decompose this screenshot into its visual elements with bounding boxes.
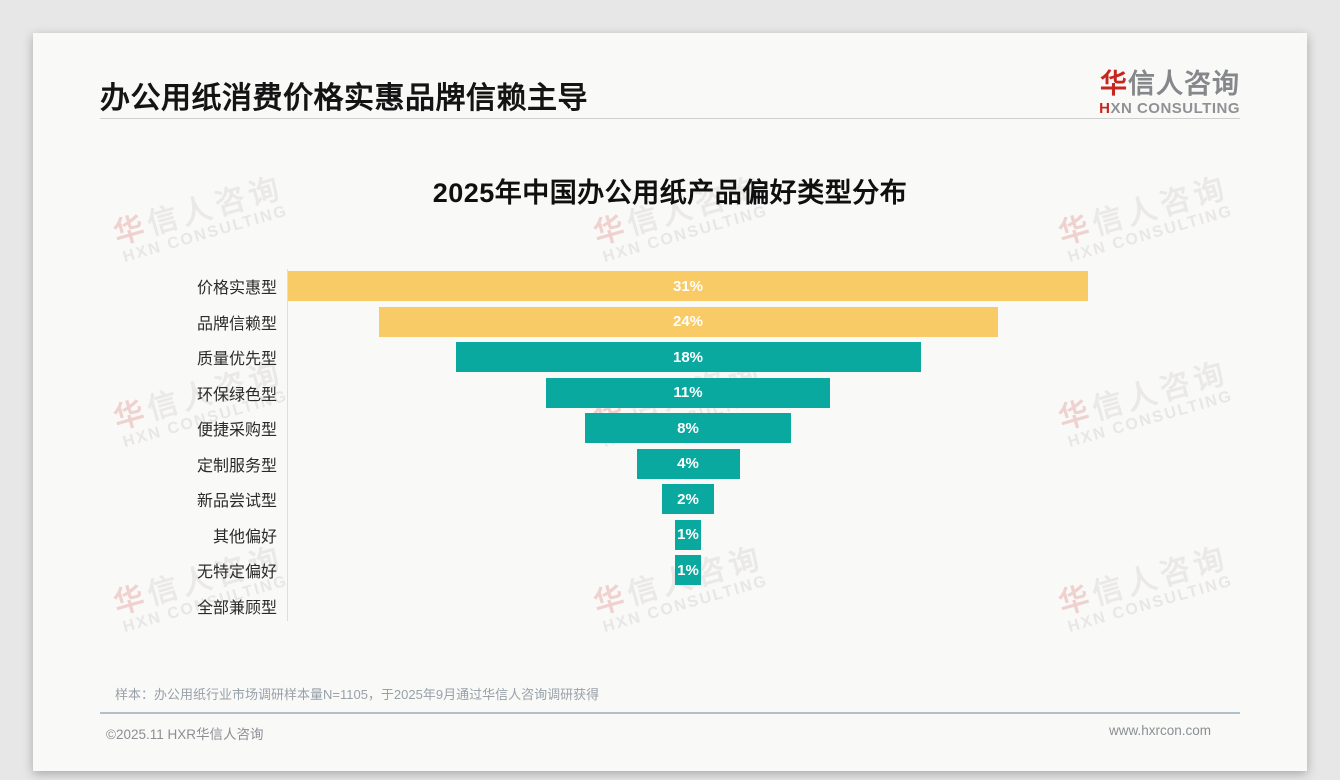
bar-zone: 1%: [288, 555, 1088, 585]
funnel-row: 全部兼顾型: [33, 591, 1088, 621]
category-label: 其他偏好: [212, 528, 277, 546]
funnel-row: 品牌信赖型 24%: [33, 306, 1088, 337]
category-label: 新品尝试型: [196, 493, 277, 510]
logo-cn-text: 信人咨询: [1128, 69, 1240, 99]
logo-en-accent: H: [1099, 100, 1111, 118]
bar-value-label: 4%: [677, 455, 699, 472]
bar-zone: 11%: [288, 377, 1088, 408]
funnel-row: 其他偏好 1%: [33, 519, 1088, 550]
category-label: 价格实惠型: [196, 280, 277, 297]
company-logo: 华信人咨询 HXN CONSULTING: [1099, 69, 1240, 117]
category-label: 便捷采购型: [196, 422, 277, 439]
website-text: www.hxrcon.com: [1108, 723, 1211, 738]
bar-zone: 4%: [288, 448, 1088, 479]
bar-zone: 24%: [288, 306, 1088, 337]
funnel-row: 价格实惠型 31%: [33, 271, 1088, 301]
category-label: 定制服务型: [196, 457, 277, 475]
chart-title: 2025年中国办公用纸产品偏好类型分布: [432, 178, 908, 208]
funnel-bar: 1%: [675, 519, 701, 550]
category-label: 全部兼顾型: [196, 599, 277, 617]
funnel-bar: 24%: [378, 306, 998, 337]
funnel-row: 新品尝试型 2%: [33, 484, 1088, 514]
category-label: 环保绿色型: [196, 386, 277, 404]
logo-cn-accent: 华: [1100, 69, 1128, 99]
footer-bar: ©2025.11 HXR华信人咨询 www.hxrcon.com: [106, 723, 1211, 743]
footer-divider: [100, 712, 1240, 714]
logo-chinese-name: 华信人咨询: [1099, 69, 1240, 100]
funnel-bar: 1%: [675, 555, 701, 585]
bar-value-label: 11%: [673, 384, 703, 401]
report-card: 华信人咨询 HXN CONSULTING 华信人咨询 HXN CONSULTING 华信…: [33, 33, 1307, 771]
bar-value-label: 18%: [672, 348, 704, 366]
funnel-row: 环保绿色型 11%: [33, 377, 1088, 408]
bar-zone: 18%: [288, 342, 1088, 372]
funnel-bar: 2%: [662, 484, 714, 514]
funnel-row: 质量优先型 18%: [33, 342, 1088, 372]
bar-zone: 2%: [288, 484, 1088, 514]
bar-value-label: 1%: [677, 526, 699, 543]
funnel-bar: 31%: [288, 271, 1088, 301]
copyright-text: ©2025.11 HXR华信人咨询: [106, 727, 264, 742]
bar-zone: 31%: [288, 271, 1088, 301]
category-label: 质量优先型: [196, 351, 277, 368]
funnel-bar: 18%: [455, 342, 921, 372]
bar-zone: [288, 591, 1088, 621]
bar-value-label: 1%: [677, 561, 699, 579]
category-label: 无特定偏好: [196, 564, 277, 581]
bar-zone: 8%: [288, 413, 1088, 443]
logo-english-name: HXN CONSULTING: [1099, 100, 1240, 117]
funnel-row: 无特定偏好 1%: [33, 555, 1088, 585]
header-divider: [100, 118, 1240, 119]
bar-value-label: 31%: [672, 277, 704, 295]
chart-axis-line: [287, 269, 288, 621]
funnel-row: 定制服务型 4%: [33, 448, 1088, 479]
funnel-bar: 4%: [636, 448, 740, 479]
funnel-chart: 价格实惠型 31% 品牌信赖型 24% 质量优先型 18% 环保绿色型 11% 便捷采购型 8% 定…: [33, 271, 1088, 626]
funnel-bar: 8%: [585, 413, 791, 443]
bar-value-label: 8%: [677, 419, 699, 437]
category-label: 品牌信赖型: [196, 315, 277, 333]
bar-zone: 1%: [288, 519, 1088, 550]
logo-en-text: XN CONSULTING: [1110, 100, 1240, 118]
sample-note: 样本：办公用纸行业市场调研样本量N=1105，于2025年9月通过华信人咨询调研…: [115, 687, 600, 702]
bar-value-label: 24%: [672, 313, 704, 330]
funnel-bar: 11%: [546, 377, 830, 408]
funnel-row: 便捷采购型 8%: [33, 413, 1088, 443]
bar-value-label: 2%: [677, 490, 699, 508]
page-title: 办公用纸消费价格实惠品牌信赖主导: [100, 82, 588, 115]
